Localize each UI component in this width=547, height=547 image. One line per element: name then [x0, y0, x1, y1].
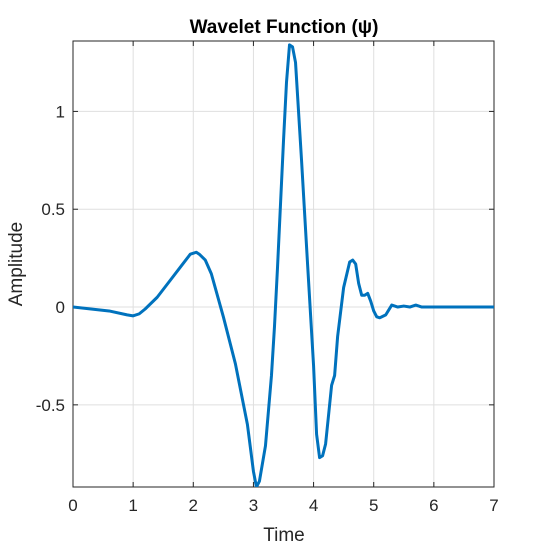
- x-tick-label: 2: [189, 496, 198, 515]
- y-axis-title: Amplitude: [6, 222, 27, 307]
- x-tick-label: 5: [369, 496, 378, 515]
- y-tick-label: 1: [56, 102, 65, 121]
- series-line-0: [73, 43, 494, 487]
- x-tick-label: 0: [68, 496, 77, 515]
- y-tick-label: -0.5: [36, 396, 65, 415]
- x-tick-label: 3: [249, 496, 258, 515]
- x-axis-title: Time: [263, 525, 305, 546]
- series-layer: [73, 43, 494, 487]
- x-tick-label: 4: [309, 496, 318, 515]
- x-tick-label: 6: [429, 496, 438, 515]
- chart-title: Wavelet Function (ψ): [190, 17, 379, 38]
- x-tick-label: 7: [489, 496, 498, 515]
- x-tick-label: 1: [128, 496, 137, 515]
- ticks: 0 1 2 3 4 5 6 7 -0.5 0 0.5 1: [36, 41, 499, 515]
- grid: [72, 41, 495, 487]
- plot-box: [72, 40, 495, 488]
- axes: [72, 40, 495, 488]
- y-tick-label: 0: [56, 298, 65, 317]
- y-tick-label: 0.5: [41, 200, 65, 219]
